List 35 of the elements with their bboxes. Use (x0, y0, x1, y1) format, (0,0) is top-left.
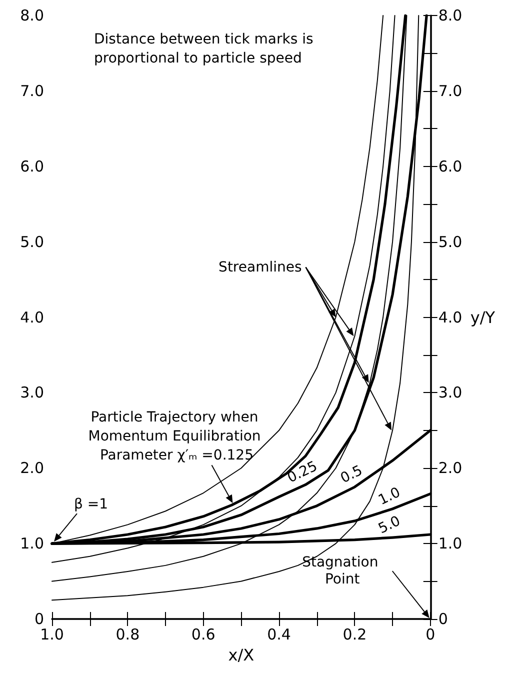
x-tick-label: 0.8 (116, 626, 140, 644)
annotation: 0.25 (284, 458, 320, 486)
y-tick-label: 4.0 (20, 308, 44, 326)
x-tick-label: 0.6 (191, 626, 216, 644)
y-tick-label: 6.0 (20, 157, 44, 176)
y2-tick-label: 5.0 (438, 232, 462, 251)
y-tick-label: 7.0 (20, 82, 44, 100)
annotation: Streamlines (218, 259, 302, 276)
x-tick-label: 0 (426, 626, 436, 644)
y2-tick-label: 2.0 (438, 459, 462, 478)
y-tick-label: 2.0 (20, 459, 44, 478)
y-tick-label: 8.0 (20, 6, 44, 24)
annotation: Particle Trajectory when Momentum Equilibration Parameter χ′ₘ =0.125 (88, 410, 266, 464)
y-tick-label: 3.0 (20, 384, 44, 402)
annotation: β =1 (74, 496, 108, 513)
y2-tick-label: 1.0 (438, 534, 462, 553)
annotation: Stagnation Point (302, 554, 383, 588)
y2-axis-title: y/Y (470, 308, 496, 327)
x-axis-title: x/X (228, 646, 254, 664)
annotation: Distance between tick marks is proportional to particle speed (94, 32, 318, 66)
y2-tick-label: 0 (438, 610, 448, 628)
annotation: 0.5 (338, 462, 366, 487)
x-tick-label: 1.0 (40, 626, 64, 644)
y2-tick-label: 8.0 (438, 6, 462, 24)
y-tick-label: 1.0 (20, 534, 44, 553)
x-tick-label: 0.4 (267, 626, 291, 644)
y2-tick-label: 4.0 (438, 308, 462, 326)
y-tick-label: 5.0 (20, 232, 44, 251)
y-tick-label: 0 (34, 610, 44, 628)
x-tick-label: 0.2 (342, 626, 367, 644)
annotation: 5.0 (376, 513, 403, 538)
y2-tick-label: 7.0 (438, 82, 462, 100)
y2-tick-label: 3.0 (438, 384, 462, 402)
annotation: 1.0 (376, 484, 403, 509)
y2-tick-label: 6.0 (438, 157, 462, 176)
